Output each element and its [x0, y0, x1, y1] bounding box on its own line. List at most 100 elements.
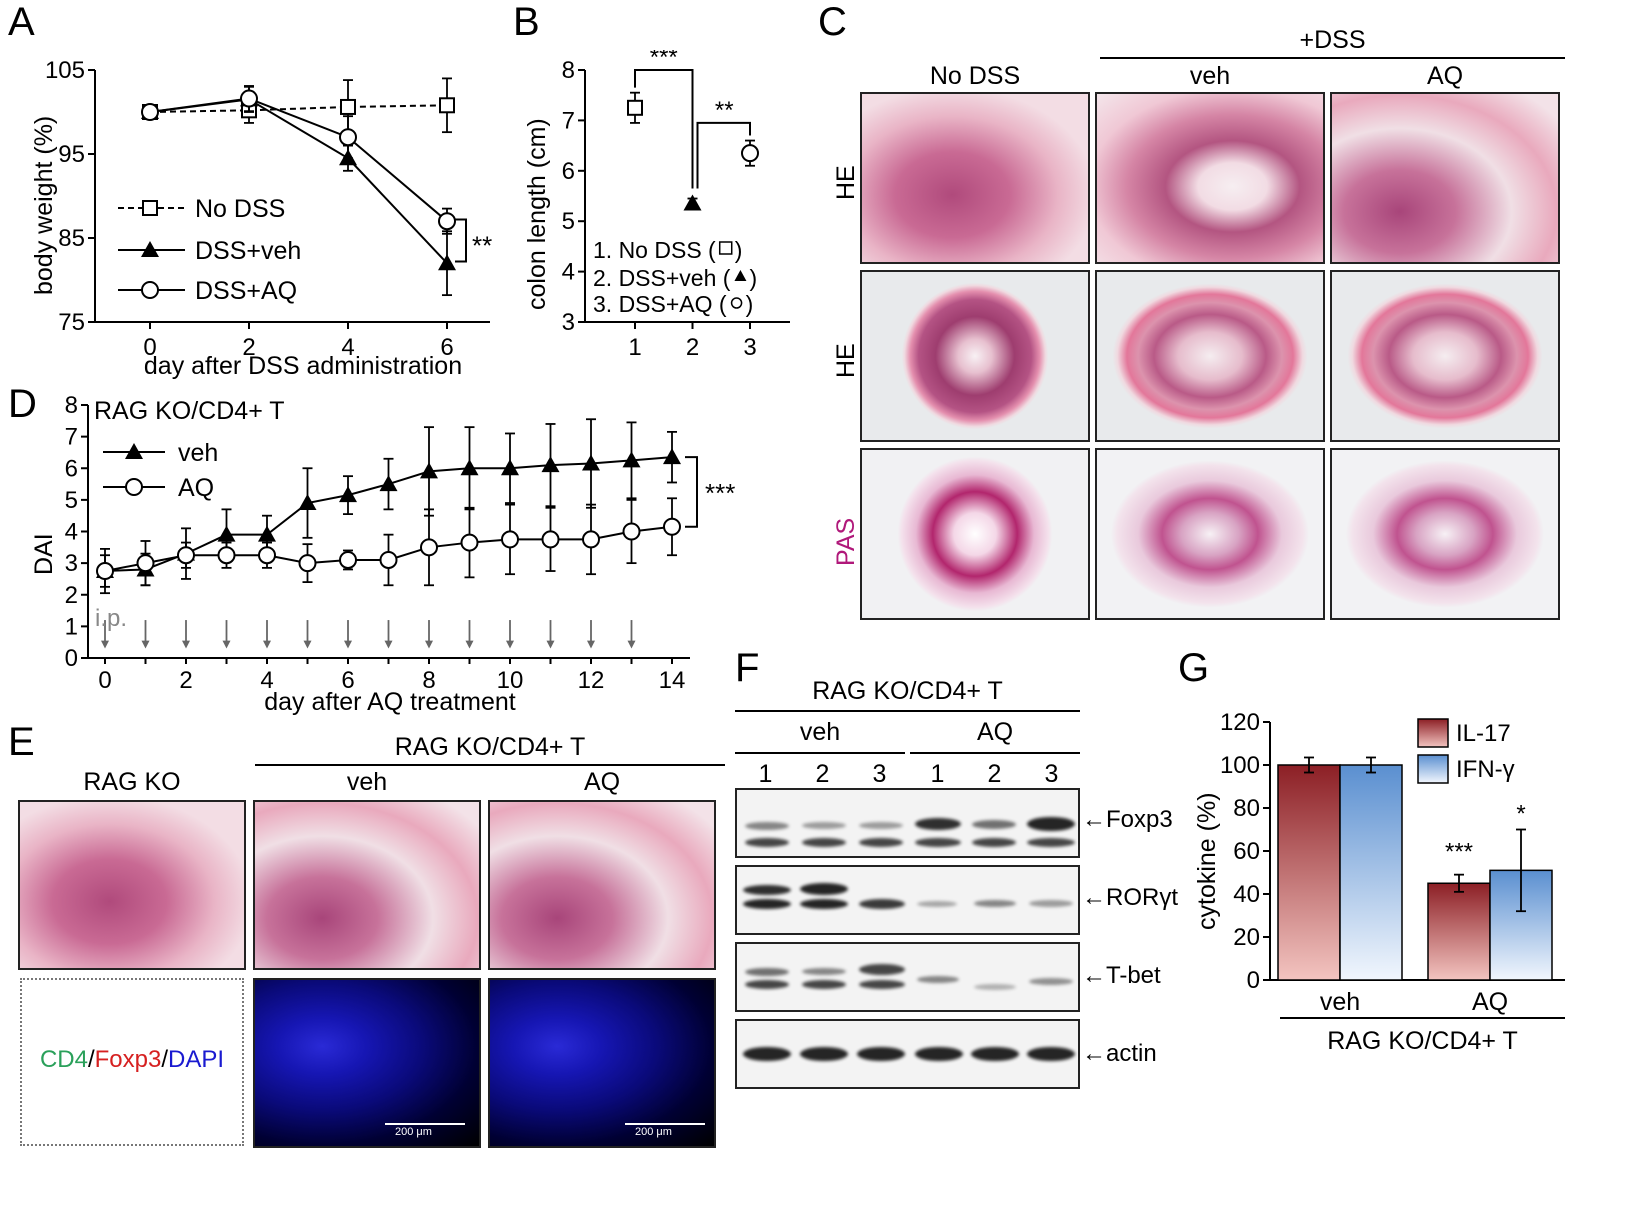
data-point — [663, 448, 681, 465]
protein-label-actin: ←actin — [1082, 1040, 1157, 1067]
blot-roryt — [735, 865, 1080, 935]
panel-e-group-label: RAG KO/CD4+ T — [394, 733, 586, 761]
chart-d-ip-label: i.p. — [95, 605, 128, 632]
y-tick-label: 8 — [562, 57, 575, 84]
injection-arrow-head — [141, 640, 150, 649]
histology-c-cross-aq — [1330, 270, 1560, 442]
panel-f-veh-line — [735, 752, 905, 754]
x-tick-label: 2 — [242, 334, 255, 361]
y-tick-label: 2 — [65, 582, 78, 609]
stain-cd4: CD4 — [39, 1046, 88, 1073]
sig-bracket-2 — [696, 121, 751, 189]
panel-e-col-veh: veh — [346, 768, 388, 796]
panel-label-b: B — [513, 0, 540, 44]
y-tick-label: 5 — [562, 208, 575, 235]
panel-e-group-line — [255, 764, 725, 766]
chart-d-title: RAG KO/CD4+ T — [94, 397, 285, 425]
injection-arrow-head — [506, 640, 514, 649]
legend-label: IFN-γ — [1456, 756, 1515, 783]
legend-marker — [141, 281, 159, 299]
injection-arrow-head — [384, 640, 393, 649]
lane-label: 3 — [872, 760, 887, 788]
scale-label: 200 μm — [395, 1126, 432, 1138]
protein-label-foxp3: ←Foxp3 — [1082, 806, 1173, 833]
bar — [1339, 764, 1403, 981]
data-point — [258, 546, 276, 565]
fluorescence-e-veh: 200 μm — [253, 978, 481, 1148]
y-tick-label: 0 — [1247, 967, 1260, 994]
data-point — [96, 562, 114, 581]
y-tick-label: 40 — [1233, 881, 1260, 908]
data-point — [340, 98, 356, 115]
chart-d-xlabel: day after AQ treatment — [264, 688, 516, 716]
chart-a: 75 85 95 105 0 2 4 6 No DSS DSS+veh DSS+AQ ** — [45, 57, 492, 361]
legend-label: 1. No DSS ( — [593, 237, 716, 263]
x-tick-label: 3 — [743, 334, 756, 361]
data-point — [541, 456, 560, 473]
data-point — [439, 97, 455, 114]
y-tick-label: 3 — [65, 550, 78, 577]
panel-f-aq-line — [910, 752, 1080, 754]
histology-c-pas-aq — [1330, 448, 1560, 620]
sig-bracket-1 — [634, 69, 694, 189]
y-tick-label: 4 — [65, 519, 78, 546]
protein-label-tbet: ←T-bet — [1082, 962, 1161, 989]
stain-legend: CD4/Foxp3/DAPI — [20, 1046, 244, 1074]
y-tick-label: 8 — [65, 392, 78, 419]
x-tick-label: 1 — [628, 334, 641, 361]
histology-c-pas-nodss — [860, 448, 1090, 620]
data-point — [339, 486, 357, 503]
legend-swatch — [1417, 718, 1449, 748]
data-point — [663, 517, 681, 536]
panel-label-c: C — [818, 0, 847, 44]
legend-marker — [718, 241, 733, 255]
data-point — [177, 546, 195, 565]
bar — [1427, 882, 1491, 981]
panel-f-cond-veh: veh — [799, 718, 841, 746]
data-point — [240, 89, 258, 108]
panel-e-col-ragko: RAG KO — [83, 768, 181, 796]
y-tick-label: 80 — [1233, 795, 1260, 822]
sig-label: ** — [472, 231, 492, 261]
stain-dapi: DAPI — [168, 1046, 225, 1073]
injection-arrow-head — [263, 640, 271, 649]
lane-label: 1 — [930, 760, 945, 788]
panel-c-group-label: +DSS — [1299, 26, 1366, 54]
data-point — [741, 144, 759, 163]
chart-a-xlabel: day after DSS administration — [143, 352, 463, 380]
data-point — [460, 459, 479, 476]
chart-a-ylabel: body weight (%) — [30, 115, 58, 295]
data-point — [683, 194, 702, 211]
x-tick-label: 2 — [179, 667, 192, 694]
y-tick-label: 75 — [58, 309, 85, 336]
x-tick-label: 10 — [497, 667, 524, 694]
y-tick-label: 85 — [58, 225, 85, 252]
x-tick-label: 6 — [440, 334, 453, 361]
empty-stain-box — [20, 978, 244, 1146]
y-tick-label: 95 — [58, 141, 85, 168]
injection-arrow-head — [182, 640, 190, 649]
y-tick-label: 4 — [562, 259, 575, 286]
injection-arrow-head — [587, 640, 595, 649]
legend-marker — [125, 478, 143, 496]
histology-c-cross-nodss — [860, 270, 1090, 442]
data-point — [501, 530, 519, 549]
histology-e-aq — [488, 800, 716, 970]
panel-label-d: D — [8, 382, 37, 426]
data-point — [339, 128, 357, 147]
y-tick-label: 1 — [65, 613, 78, 640]
panel-c-group-line — [1100, 57, 1565, 59]
panel-c-row-pas: PAS — [832, 517, 860, 566]
y-tick-label: 120 — [1220, 709, 1260, 736]
y-tick-label: 6 — [65, 455, 78, 482]
y-tick-label: 105 — [45, 57, 85, 84]
data-point — [339, 550, 357, 569]
x-tick-label: 4 — [341, 334, 354, 361]
data-point — [582, 454, 600, 471]
x-tick-label: 4 — [260, 667, 273, 694]
panel-c-col-nodss: No DSS — [929, 62, 1021, 90]
histology-c-he-aq — [1330, 92, 1560, 264]
data-point — [501, 459, 519, 476]
chart-g-group-label: RAG KO/CD4+ T — [1327, 1027, 1518, 1055]
